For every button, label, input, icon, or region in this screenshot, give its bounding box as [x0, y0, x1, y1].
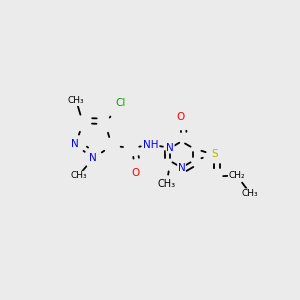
Text: N: N [166, 143, 174, 153]
Text: NH: NH [143, 140, 159, 150]
Text: CH₃: CH₃ [68, 96, 85, 105]
Text: S: S [211, 149, 217, 159]
Text: CH₃: CH₃ [242, 189, 259, 198]
Text: O: O [131, 169, 140, 178]
Text: CH₃: CH₃ [158, 178, 176, 188]
Text: Cl: Cl [116, 98, 126, 109]
Text: N: N [89, 153, 97, 163]
Text: CH₂: CH₂ [228, 171, 245, 180]
Text: N: N [71, 140, 79, 149]
Text: O: O [176, 112, 184, 122]
Text: CH₃: CH₃ [70, 171, 87, 180]
Text: N: N [178, 163, 185, 172]
